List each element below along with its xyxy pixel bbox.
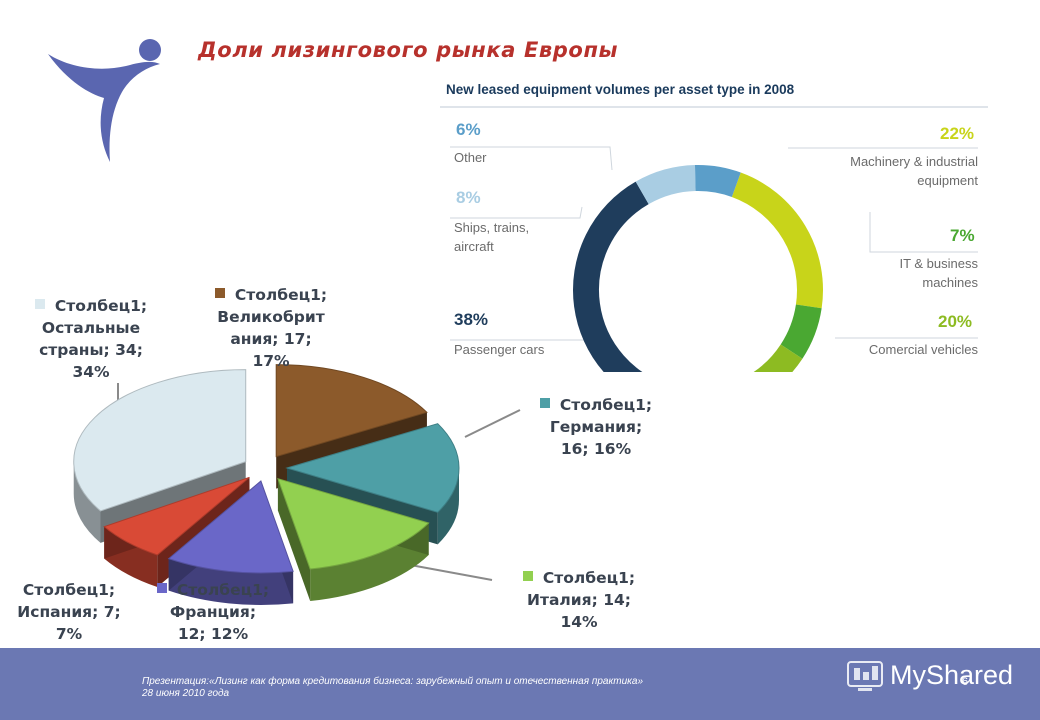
label-spain: Столбец1; Испания; 7; 7%: [0, 579, 138, 645]
label-uk-line2: Великобрит: [217, 308, 325, 326]
inset-other-label: Other: [454, 150, 487, 165]
footer-bar: Презентация:«Лизинг как форма кредитован…: [0, 648, 1040, 720]
label-italy: Столбец1; Италия; 14; 14%: [494, 567, 664, 633]
logo-head: [139, 39, 161, 61]
company-logo: [48, 39, 161, 162]
page-title: Доли лизингового рынка Европы: [198, 38, 619, 62]
inset-machinery-label: Machinery & industrial equipment: [850, 152, 978, 190]
pie-slice-top-1: [285, 423, 460, 513]
label-italy-line2: Италия; 14;: [527, 591, 631, 609]
label-others-line3: страны; 34;: [39, 341, 143, 359]
label-germany-line3: 16; 16%: [560, 440, 632, 458]
brand-name: MyShared: [890, 660, 1014, 690]
label-uk-line1: Столбец1;: [234, 286, 328, 304]
inset-cars-pct: 38%: [454, 310, 489, 329]
label-france-line2: Франция;: [169, 603, 257, 621]
pie-slice-top-3: [167, 480, 294, 574]
label-spain-line1: Столбец1;: [22, 581, 116, 599]
logo-swoosh: [48, 54, 160, 162]
inset-donut-chart: [450, 146, 978, 372]
swatch-uk: [214, 288, 225, 298]
pie-slice-3: [167, 480, 294, 605]
inset-donut-segment-2: [753, 344, 803, 372]
label-others-line4: 34%: [72, 363, 110, 381]
label-spain-line3: 7%: [55, 625, 83, 643]
label-uk-line3: ания; 17;: [230, 330, 312, 348]
label-germany-line2: Германия;: [549, 418, 643, 436]
swatch-italy: [522, 571, 533, 581]
pie-slice-wall-3: [168, 558, 294, 605]
inset-it-label-line2: machines: [922, 275, 978, 290]
inset-donut-segment-3: [573, 181, 649, 372]
pie-slice-wall-2: [310, 523, 429, 602]
pie-slice-wall-5: [73, 461, 101, 543]
inset-donut-segment-5: [694, 165, 741, 198]
inset-commercial-label: Comercial vehicles: [868, 342, 978, 357]
inset-ships-label-line2: aircraft: [454, 239, 494, 254]
footer-line2: 28 июня 2010 года: [142, 688, 230, 699]
pie-slice-top-2: [277, 477, 430, 570]
myshared-logo-icon: [847, 661, 883, 691]
label-france-line3: 12; 12%: [177, 625, 249, 643]
inset-machinery-label-line2: equipment: [917, 173, 978, 188]
swatch-germany: [539, 398, 550, 408]
inset-it-pct: 7%: [950, 226, 975, 245]
label-germany: Столбец1; Германия; 16; 16%: [516, 394, 676, 460]
inset-machinery-pct: 22%: [940, 124, 975, 143]
label-italy-line1: Столбец1;: [542, 569, 636, 587]
label-spain-line2: Испания; 7;: [17, 603, 121, 621]
inset-figure: New leased equipment volumes per asset t…: [440, 72, 988, 372]
inset-donut-segment-0: [731, 172, 823, 309]
footer-line1: Презентация:«Лизинг как форма кредитован…: [142, 676, 644, 687]
label-germany-line1: Столбец1;: [559, 396, 653, 414]
page-number: 6: [962, 676, 969, 688]
inset-cars-label: Passenger cars: [454, 342, 545, 357]
pie-slice-top-5: [73, 369, 247, 512]
label-uk: Столбец1; Великобрит ания; 17; 17%: [196, 284, 346, 372]
label-uk-line4: 17%: [252, 352, 290, 370]
label-france: Столбец1; Франция; 12; 12%: [138, 579, 288, 645]
inset-donut-segment-1: [780, 304, 822, 359]
inset-title: New leased equipment volumes per asset t…: [446, 82, 795, 97]
inset-divider: [440, 106, 988, 108]
inset-donut-segment-4: [635, 165, 697, 205]
inset-ships-label: Ships, trains, aircraft: [454, 218, 529, 256]
label-italy-line3: 14%: [560, 613, 598, 631]
footer-caption: Презентация:«Лизинг как форма кредитован…: [142, 676, 643, 700]
label-others-line1: Столбец1;: [54, 297, 148, 315]
pie-slice-top-0: [275, 364, 428, 458]
inset-it-label-line1: IT & business: [899, 256, 978, 271]
swatch-france: [156, 583, 167, 593]
inset-machinery-label-line1: Machinery & industrial: [850, 154, 978, 169]
inset-it-label: IT & business machines: [899, 254, 978, 292]
inset-commercial-pct: 20%: [938, 312, 973, 331]
inset-ships-pct: 8%: [456, 188, 481, 207]
label-france-line1: Столбец1;: [176, 581, 270, 599]
label-others: Столбец1; Остальные страны; 34; 34%: [6, 295, 176, 383]
pie-slice-top-4: [103, 476, 250, 556]
pie-slice-2: [277, 477, 430, 602]
swatch-others: [34, 299, 45, 309]
inset-other-pct: 6%: [456, 120, 481, 139]
label-others-line2: Остальные: [41, 319, 141, 337]
inset-ships-label-line1: Ships, trains,: [454, 220, 530, 235]
pie-slice-wall-1: [437, 468, 459, 545]
pie-slice-face-2-1: [277, 478, 311, 602]
